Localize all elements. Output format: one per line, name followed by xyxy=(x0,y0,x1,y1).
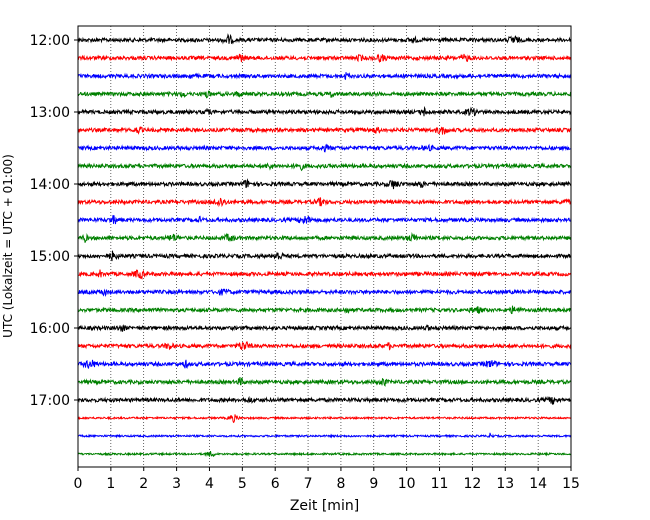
trace-17:15 xyxy=(77,414,572,424)
trace-12:30 xyxy=(77,72,572,81)
trace-13:30 xyxy=(77,143,572,153)
y-tick-label: 14:00 xyxy=(30,177,70,193)
trace-14:30 xyxy=(77,215,572,225)
x-tick-label: 7 xyxy=(304,476,313,492)
x-tick-label: 10 xyxy=(398,476,416,492)
trace-13:15 xyxy=(77,125,572,135)
y-tick-label: 12:00 xyxy=(30,33,70,49)
x-tick-label: 12 xyxy=(463,476,481,492)
trace-14:15 xyxy=(77,197,572,208)
trace-16:45 xyxy=(77,377,572,387)
trace-12:00 xyxy=(77,33,572,45)
trace-13:45 xyxy=(77,162,572,172)
x-tick-label: 11 xyxy=(431,476,449,492)
trace-16:00 xyxy=(77,324,572,332)
x-axis-label: Zeit [min] xyxy=(290,498,359,514)
trace-15:45 xyxy=(77,305,572,315)
y-axis-ticks: 12:00 13:00 14:00 15:00 16:00 17:00 xyxy=(30,33,78,409)
y-tick-label: 16:00 xyxy=(30,321,70,337)
x-tick-label: 14 xyxy=(529,476,547,492)
x-tick-label: 4 xyxy=(205,476,214,492)
trace-13:00 xyxy=(77,105,572,117)
seismic-traces xyxy=(77,33,572,458)
x-tick-label: 6 xyxy=(271,476,280,492)
x-tick-label: 3 xyxy=(172,476,181,492)
x-tick-label: 5 xyxy=(238,476,247,492)
trace-15:15 xyxy=(77,269,572,280)
x-tick-label: 15 xyxy=(562,476,580,492)
x-tick-label: 8 xyxy=(336,476,345,492)
y-tick-label: 17:00 xyxy=(30,393,70,409)
y-tick-label: 15:00 xyxy=(30,249,70,265)
trace-16:30 xyxy=(77,359,572,369)
x-tick-label: 13 xyxy=(496,476,514,492)
trace-15:30 xyxy=(77,288,572,297)
x-tick-label: 0 xyxy=(74,476,83,492)
plot-frame xyxy=(77,25,572,468)
trace-14:45 xyxy=(77,232,572,243)
trace-17:30 xyxy=(77,432,572,439)
trace-14:00 xyxy=(77,178,572,190)
trace-17:45 xyxy=(77,451,572,458)
trace-12:15 xyxy=(77,53,572,64)
x-tick-label: 2 xyxy=(139,476,148,492)
y-tick-label: 13:00 xyxy=(30,105,70,121)
trace-17:00 xyxy=(77,395,572,405)
trace-15:00 xyxy=(77,250,572,262)
y-axis-label: UTC (Lokalzeit = UTC + 01:00) xyxy=(1,154,15,338)
x-axis-ticks: 0 1 2 3 4 5 6 7 8 9 10 11 12 13 14 15 xyxy=(74,467,580,492)
trace-12:45 xyxy=(77,90,572,99)
trace-16:15 xyxy=(77,341,572,351)
x-tick-label: 9 xyxy=(369,476,378,492)
x-tick-label: 1 xyxy=(106,476,115,492)
